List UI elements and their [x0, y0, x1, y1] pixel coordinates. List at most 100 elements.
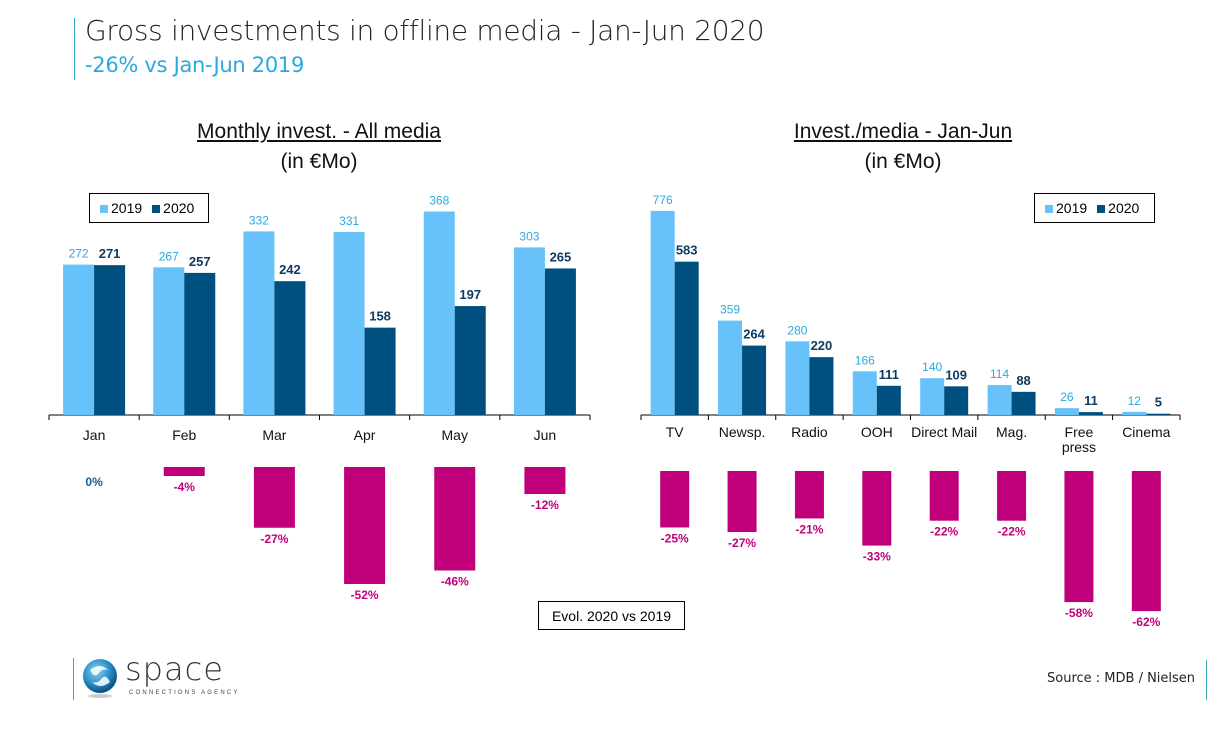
evolution-bar	[862, 471, 892, 546]
left-chart-heading: Monthly invest. - All media (in €Mo)	[139, 117, 499, 177]
bar-2020-directmail	[944, 386, 969, 415]
category-label: Cinema	[1122, 424, 1170, 440]
globe-logo-icon	[83, 659, 117, 698]
data-label-2020: 271	[99, 246, 121, 261]
bar-2019-jun	[513, 247, 545, 415]
data-label-2019: 332	[249, 213, 269, 227]
data-label-2019: 303	[519, 229, 539, 243]
evolution-label: -33%	[863, 550, 891, 564]
data-label-2019: 12	[1128, 394, 1142, 408]
data-label-2019: 331	[339, 214, 359, 228]
bar-2020-jun	[544, 268, 576, 415]
data-label-2019: 166	[855, 353, 875, 367]
bar-2020-cinema	[1146, 413, 1171, 415]
evolution-bar	[929, 471, 959, 521]
category-label: Direct Mail	[911, 424, 977, 440]
category-label: TV	[666, 424, 685, 440]
legend-item-2020: 2020	[1097, 200, 1139, 216]
evolution-label: -22%	[998, 525, 1026, 539]
data-label-2020: 197	[459, 287, 481, 302]
evolution-bar	[253, 467, 295, 528]
right-chart-heading: Invest./media - Jan-Jun (in €Mo)	[723, 117, 1083, 177]
logo-accent-line	[73, 658, 74, 700]
title-accent-line	[74, 18, 75, 80]
evolution-bar	[524, 467, 566, 494]
data-label-2020: 265	[550, 249, 572, 264]
evolution-label: 0%	[85, 475, 103, 489]
bar-2020-newsp	[742, 345, 767, 415]
data-label-2019: 114	[990, 367, 1009, 381]
legend-item-2019: 2019	[1045, 200, 1087, 216]
evolution-bar	[344, 467, 386, 584]
evolution-label: -46%	[441, 575, 469, 589]
left-chart-unit: (in €Mo)	[280, 150, 358, 173]
bar-2020-freepress	[1078, 412, 1103, 415]
data-label-2020: 220	[811, 338, 833, 353]
bar-2019-newsp	[718, 320, 743, 415]
category-label: Feb	[172, 427, 196, 443]
evolution-bar	[660, 471, 690, 528]
category-label: Mag.	[996, 424, 1027, 440]
left-legend: 2019 2020	[89, 193, 209, 223]
bar-2019-feb	[153, 267, 185, 415]
bar-2019-tv	[650, 210, 675, 415]
evolution-bar	[434, 467, 476, 571]
data-label-2019: 140	[922, 360, 942, 374]
bar-2020-mar	[274, 281, 306, 415]
data-label-2020: 5	[1155, 395, 1162, 410]
evolution-bar	[794, 471, 824, 519]
logo-wordmark: space	[125, 650, 224, 688]
evolution-label: -62%	[1132, 615, 1160, 629]
category-label: Mar	[262, 427, 286, 443]
category-label: Jan	[83, 427, 106, 443]
bar-2019-mag	[987, 385, 1012, 415]
data-label-2020: 158	[369, 309, 391, 324]
bar-2019-radio	[785, 341, 810, 415]
bar-2019-directmail	[920, 378, 945, 415]
evolution-bar	[997, 471, 1027, 521]
bar-2020-mag	[1011, 391, 1036, 415]
category-label: Radio	[791, 424, 828, 440]
left-chart-title: Monthly invest. - All media	[197, 120, 441, 143]
data-label-2019: 267	[159, 249, 179, 263]
evolution-bar	[1131, 471, 1161, 612]
category-label: Jun	[534, 427, 557, 443]
evolution-legend-box: Evol. 2020 vs 2019	[538, 601, 685, 630]
source-accent-line	[1206, 660, 1207, 700]
data-label-2019: 776	[653, 193, 673, 207]
data-label-2019: 368	[429, 193, 449, 207]
bar-2020-apr	[364, 327, 396, 415]
bar-2020-tv	[674, 261, 699, 415]
evolution-bar	[727, 471, 757, 533]
data-label-2020: 242	[279, 262, 301, 277]
evolution-label: -58%	[1065, 606, 1093, 620]
data-label-2019: 26	[1060, 390, 1074, 404]
logo-tagline: CONNECTIONS AGENCY	[129, 690, 240, 696]
source-note: Source : MDB / Nielsen	[1047, 671, 1196, 686]
evolution-label: -52%	[351, 588, 379, 602]
evolution-label: -21%	[795, 522, 823, 536]
right-legend: 2019 2020	[1034, 193, 1155, 223]
right-chart-title: Invest./media - Jan-Jun	[793, 120, 1013, 143]
data-label-2020: 11	[1084, 393, 1098, 408]
category-label: Newsp.	[719, 424, 766, 440]
bar-2020-radio	[809, 357, 834, 415]
evolution-label: -27%	[260, 532, 288, 546]
bar-2020-may	[454, 306, 486, 415]
evolution-bar	[163, 467, 205, 476]
evolution-label: -22%	[930, 525, 958, 539]
bar-2020-feb	[184, 272, 216, 415]
category-label: Apr	[354, 427, 376, 443]
category-label: May	[442, 427, 468, 443]
page-subtitle: -26% vs Jan-Jun 2019	[85, 53, 305, 77]
category-label: press	[1062, 439, 1096, 455]
evolution-label: -25%	[661, 532, 689, 546]
bar-2019-apr	[333, 231, 365, 415]
data-label-2020: 111	[879, 367, 899, 382]
data-label-2020: 264	[743, 327, 765, 342]
bar-2019-freepress	[1054, 408, 1079, 415]
category-label: OOH	[861, 424, 893, 440]
bar-2020-ooh	[876, 385, 901, 415]
legend-item-2019: 2019	[100, 200, 142, 216]
